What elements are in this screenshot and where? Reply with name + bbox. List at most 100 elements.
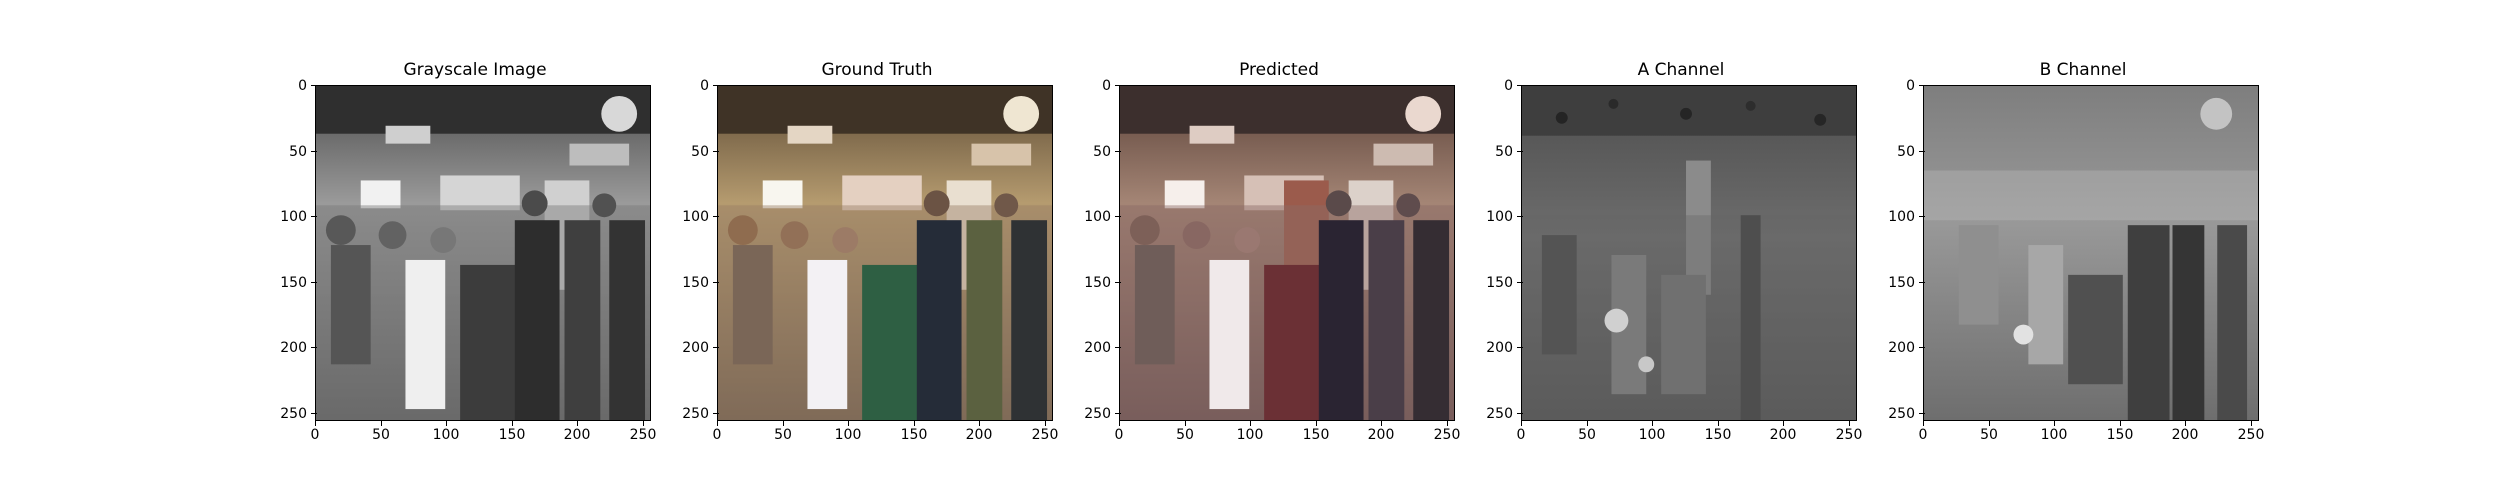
- x-tick: [446, 420, 447, 426]
- x-tick-label: 200: [2171, 427, 2199, 443]
- y-tick: [1517, 413, 1523, 414]
- x-tick: [914, 420, 915, 426]
- y-tick: [1517, 216, 1523, 217]
- x-tick: [1652, 420, 1653, 426]
- y-tick-label: 50: [691, 144, 709, 160]
- y-tick: [1919, 347, 1925, 348]
- x-tick: [643, 420, 644, 426]
- y-tick-label: 0: [1504, 78, 1513, 94]
- x-tick-label: 250: [629, 427, 657, 443]
- a-channel-image: [1521, 85, 1857, 421]
- y-tick-label: 0: [1906, 78, 1915, 94]
- y-tick-label: 200: [1486, 340, 1513, 356]
- y-tick: [1115, 85, 1121, 86]
- x-tick-label: 150: [498, 427, 526, 443]
- x-tick: [577, 420, 578, 426]
- y-tick-label: 50: [1495, 144, 1513, 160]
- y-tick: [311, 216, 317, 217]
- y-tick-label: 0: [298, 78, 307, 94]
- y-tick: [311, 282, 317, 283]
- y-tick: [713, 347, 719, 348]
- x-tick: [512, 420, 513, 426]
- grayscale-image-svg: [316, 86, 650, 420]
- y-tick: [713, 282, 719, 283]
- panel-ground-truth: Ground Truth: [677, 0, 1077, 500]
- y-tick-label: 150: [1888, 275, 1915, 291]
- x-tick-label: 150: [2106, 427, 2134, 443]
- y-tick: [311, 85, 317, 86]
- y-tick-label: 150: [1084, 275, 1111, 291]
- x-tick-label: 0: [1516, 427, 1526, 443]
- x-tick: [783, 420, 784, 426]
- y-tick: [311, 347, 317, 348]
- y-tick-label: 100: [1084, 209, 1111, 225]
- x-tick-label: 200: [1769, 427, 1797, 443]
- x-tick-label: 150: [1704, 427, 1732, 443]
- y-tick-label: 100: [1888, 209, 1915, 225]
- x-tick-label: 50: [1578, 427, 1596, 443]
- x-tick-label: 0: [1114, 427, 1124, 443]
- panel-predicted: Predicted: [1079, 0, 1479, 500]
- x-tick-label: 100: [432, 427, 460, 443]
- x-tick: [2120, 420, 2121, 426]
- y-tick: [1517, 85, 1523, 86]
- y-tick-label: 100: [1486, 209, 1513, 225]
- x-tick: [2185, 420, 2186, 426]
- y-tick: [1517, 282, 1523, 283]
- x-tick-label: 100: [1638, 427, 1666, 443]
- y-tick-label: 50: [1897, 144, 1915, 160]
- x-tick-label: 0: [310, 427, 320, 443]
- y-tick: [713, 216, 719, 217]
- y-tick-label: 250: [1888, 406, 1915, 422]
- x-tick: [1521, 420, 1522, 426]
- x-tick-label: 50: [774, 427, 792, 443]
- x-tick: [381, 420, 382, 426]
- y-tick: [1517, 347, 1523, 348]
- panel-title: A Channel: [1637, 60, 1725, 80]
- x-tick-label: 200: [965, 427, 993, 443]
- y-tick: [1115, 282, 1121, 283]
- y-tick-label: 200: [682, 340, 709, 356]
- panel-title: Ground Truth: [821, 60, 933, 80]
- y-tick: [1919, 216, 1925, 217]
- y-tick-label: 250: [1486, 406, 1513, 422]
- y-tick-label: 100: [280, 209, 307, 225]
- y-tick: [1115, 151, 1121, 152]
- panel-title: B Channel: [2039, 60, 2127, 80]
- x-tick-label: 250: [1433, 427, 1461, 443]
- x-tick-label: 50: [1980, 427, 1998, 443]
- y-tick-label: 50: [289, 144, 307, 160]
- panel-grayscale: Grayscale Image: [275, 0, 675, 500]
- y-tick: [1115, 216, 1121, 217]
- y-tick-label: 150: [682, 275, 709, 291]
- y-tick: [1115, 347, 1121, 348]
- x-tick: [1045, 420, 1046, 426]
- x-tick: [1587, 420, 1588, 426]
- panel-b-channel: B Channel 0 50 100 150: [1883, 0, 2283, 500]
- x-tick-label: 100: [834, 427, 862, 443]
- y-tick: [713, 151, 719, 152]
- y-tick-label: 200: [1888, 340, 1915, 356]
- y-tick-label: 200: [280, 340, 307, 356]
- y-tick-label: 50: [1093, 144, 1111, 160]
- x-tick-label: 100: [2040, 427, 2068, 443]
- a-channel-image-svg: [1522, 86, 1856, 420]
- x-tick: [1923, 420, 1924, 426]
- x-tick-label: 250: [1835, 427, 1863, 443]
- y-tick-label: 200: [1084, 340, 1111, 356]
- x-tick: [717, 420, 718, 426]
- predicted-image-svg: [1120, 86, 1454, 420]
- y-tick-label: 250: [682, 406, 709, 422]
- x-tick-label: 150: [900, 427, 928, 443]
- x-tick-label: 200: [1367, 427, 1395, 443]
- x-tick: [2251, 420, 2252, 426]
- x-tick: [1185, 420, 1186, 426]
- x-tick-label: 0: [1918, 427, 1928, 443]
- x-tick-label: 100: [1236, 427, 1264, 443]
- y-tick-label: 0: [1102, 78, 1111, 94]
- panel-a-channel: A Channel: [1481, 0, 1881, 500]
- grayscale-image: [315, 85, 651, 421]
- x-tick: [1783, 420, 1784, 426]
- y-tick: [1919, 151, 1925, 152]
- x-tick-label: 50: [1176, 427, 1194, 443]
